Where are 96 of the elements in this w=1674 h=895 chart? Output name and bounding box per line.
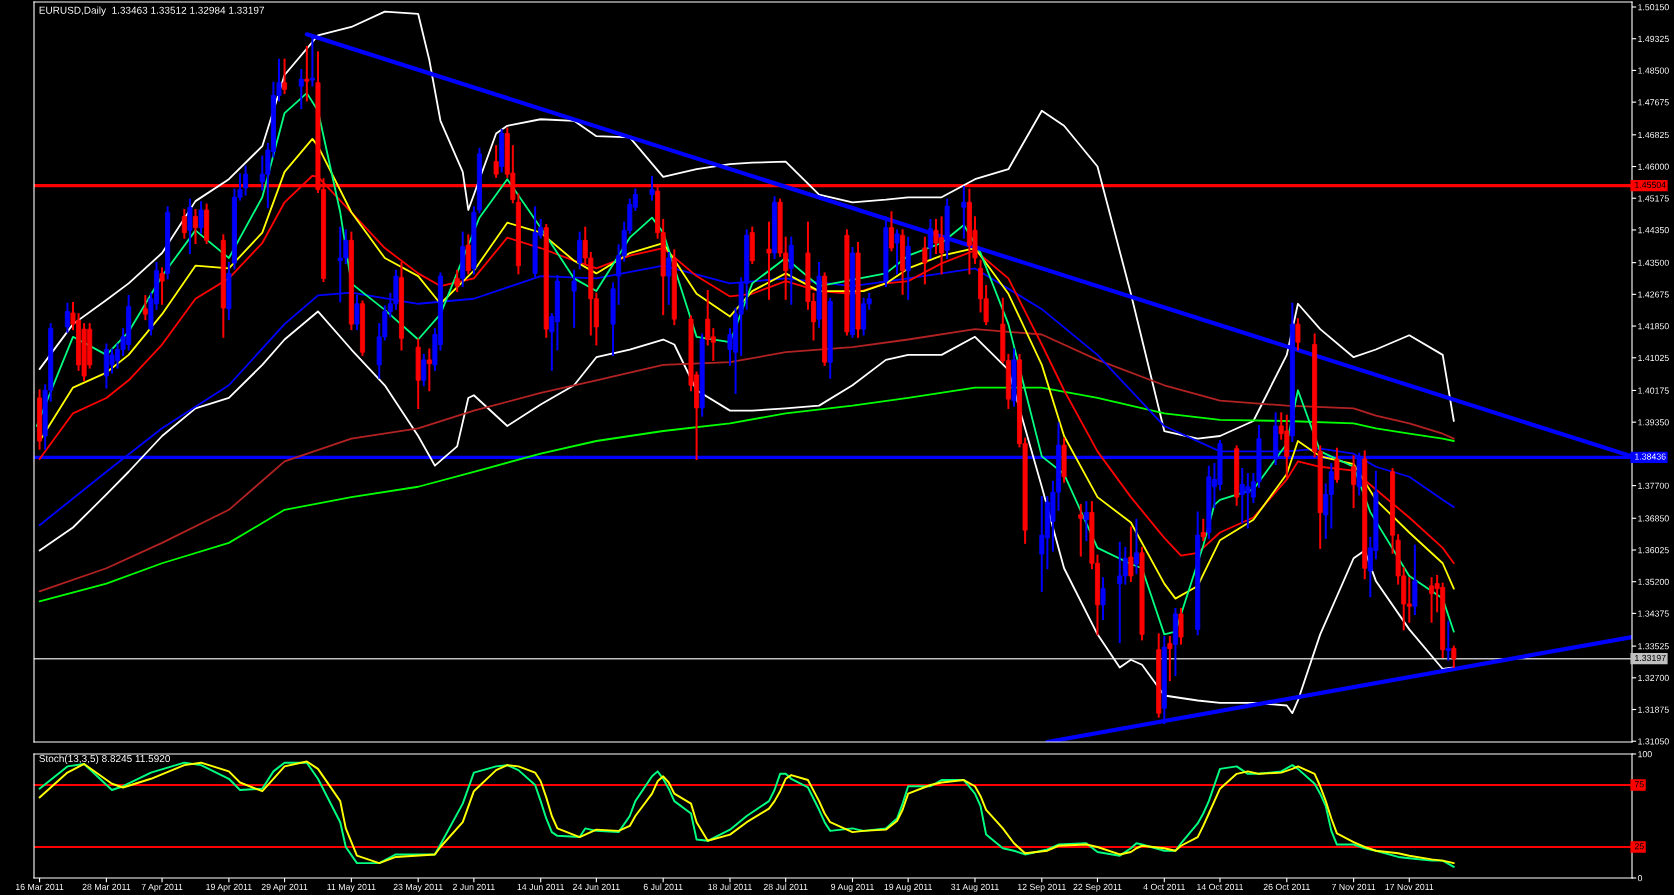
y-tick-label: 1.31875: [1638, 706, 1669, 713]
x-tick-label: 26 Oct 2011: [1263, 883, 1310, 890]
candlestick: [766, 221, 772, 300]
candlestick: [1078, 503, 1084, 557]
chart-title: EURUSD,Daily 1.33463 1.33512 1.32984 1.33197: [39, 6, 264, 16]
y-tick-label: 1.43500: [1638, 259, 1669, 266]
x-tick-label: 22 Sep 2011: [1073, 883, 1122, 892]
candlestick: [454, 269, 460, 293]
candlestick: [243, 165, 249, 196]
x-tick-label: 18 Jul 2011: [708, 883, 752, 890]
x-tick-label: 29 Apr 2011: [261, 883, 308, 892]
candlestick: [1083, 501, 1089, 542]
x-tick-label: 19 Aug 2011: [884, 883, 932, 892]
candlestick: [493, 145, 499, 178]
candlestick: [922, 236, 928, 285]
ref-line-label: 1.33197: [1635, 654, 1666, 662]
candlestick: [421, 353, 427, 387]
y-tick-label: 1.45175: [1638, 195, 1669, 202]
y-tick-label: 1.35200: [1638, 578, 1669, 585]
x-tick-label: 7 Apr 2011: [141, 883, 183, 892]
candlestick: [1351, 455, 1357, 509]
candlestick: [1445, 620, 1451, 661]
line-series: [38, 328, 1455, 593]
candlestick: [181, 208, 187, 239]
y-tick-label: 1.36850: [1638, 515, 1669, 522]
candlestick: [894, 229, 900, 275]
candlestick: [961, 185, 967, 239]
y-tick-label: 1.33525: [1638, 643, 1669, 650]
candlestick: [571, 269, 577, 328]
candlestick: [1200, 518, 1206, 542]
ref-line-label: 1.45504: [1635, 181, 1666, 188]
x-tick-label: 14 Jun 2011: [517, 883, 565, 890]
x-tick-label: 7 Nov 2011: [1332, 883, 1376, 890]
candlestick: [1295, 318, 1301, 351]
y-tick-label: 1.50150: [1638, 4, 1669, 11]
candlestick: [192, 208, 198, 245]
candlestick: [577, 231, 583, 270]
y-tick-label: 1.42675: [1638, 291, 1669, 298]
x-tick-label: 12 Sep 2011: [1017, 883, 1066, 892]
candlestick: [888, 211, 894, 252]
x-tick-label: 17 Nov 2011: [1385, 883, 1434, 890]
candlestick: [1178, 607, 1184, 645]
y-tick-label: 1.39350: [1638, 419, 1669, 426]
candlestick: [298, 69, 304, 110]
candlestick: [187, 198, 193, 255]
x-tick-label: 28 Mar 2011: [82, 883, 131, 890]
x-tick-label: 9 Aug 2011: [831, 883, 874, 892]
candlestick: [159, 267, 165, 305]
candlestick: [1128, 526, 1134, 582]
ref-line-label: 75: [1634, 781, 1644, 788]
x-tick-label: 2 Jun 2011: [452, 883, 495, 890]
x-tick-label: 14 Oct 2011: [1197, 883, 1244, 890]
candlestick: [1100, 577, 1106, 620]
y-tick-label: 1.40175: [1638, 387, 1669, 394]
x-tick-label: 11 May 2011: [327, 883, 376, 892]
y-tick-label: 1.41850: [1638, 323, 1669, 330]
ref-line-label: 25: [1634, 843, 1644, 850]
y-tick-label: 1.37700: [1638, 482, 1669, 489]
candlestick: [354, 295, 360, 331]
y-tick-label: 1.32700: [1638, 674, 1669, 682]
candlestick: [927, 218, 933, 260]
candlestick: [282, 58, 288, 95]
y-tick-label: 1.48500: [1638, 67, 1669, 74]
y-tick-label: 0: [1637, 875, 1643, 882]
x-tick-label: 4 Oct 2011: [1143, 883, 1185, 890]
y-tick-label: 1.44350: [1638, 227, 1669, 234]
candlestick: [649, 175, 655, 201]
y-tick-label: 1.36025: [1638, 547, 1669, 554]
y-tick-label: 100: [1638, 751, 1652, 758]
x-tick-label: 31 Aug 2011: [951, 883, 999, 892]
candlestick: [1133, 518, 1139, 575]
y-tick-label: 1.49325: [1638, 35, 1669, 42]
y-tick-label: 1.41025: [1638, 354, 1669, 362]
x-tick-label: 23 May 2011: [393, 883, 443, 892]
line-series: [38, 386, 1455, 603]
x-tick-label: 24 Jun 2011: [573, 883, 620, 890]
y-tick-label: 1.47675: [1638, 99, 1669, 106]
x-tick-label: 6 Jul 2011: [643, 883, 683, 890]
y-tick-label: 1.46000: [1638, 163, 1669, 170]
candlestick: [1451, 645, 1457, 668]
y-tick-label: 1.46825: [1638, 131, 1669, 139]
candlestick: [426, 348, 432, 392]
y-tick-label: 1.34375: [1638, 610, 1669, 617]
x-tick-label: 28 Jul 2011: [763, 883, 808, 890]
y-tick-label: 1.31050: [1638, 738, 1669, 745]
candlestick: [304, 45, 310, 102]
x-tick-label: 19 Apr 2011: [206, 883, 252, 892]
ref-line-label: 1.38436: [1635, 453, 1666, 460]
candlestick: [309, 35, 315, 87]
candlestick: [142, 295, 148, 321]
candlestick: [1167, 636, 1173, 682]
x-tick-label: 16 Mar 2011: [16, 883, 64, 890]
candlestick: [198, 201, 204, 234]
candlestick: [64, 302, 70, 333]
chart-title: Stoch(13,3,5) 8.8245 11.5920: [39, 754, 170, 765]
candlestick: [1334, 447, 1340, 483]
